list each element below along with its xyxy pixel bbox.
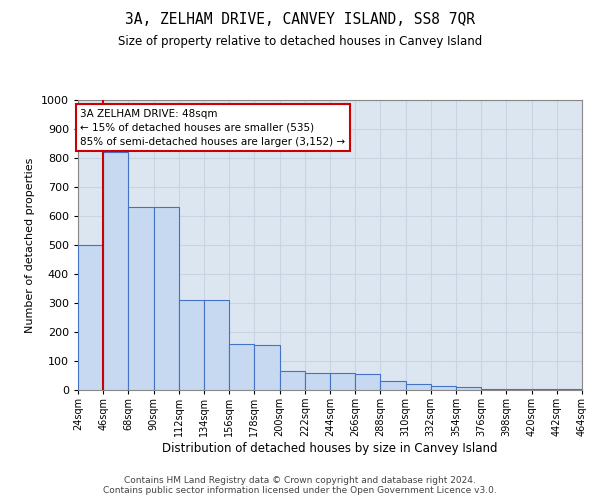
Bar — [456, 387, 481, 390]
Bar — [431, 386, 456, 390]
Bar — [481, 388, 506, 390]
Bar — [280, 371, 305, 390]
Text: 3A, ZELHAM DRIVE, CANVEY ISLAND, SS8 7QR: 3A, ZELHAM DRIVE, CANVEY ISLAND, SS8 7QR — [125, 12, 475, 28]
Text: Size of property relative to detached houses in Canvey Island: Size of property relative to detached ho… — [118, 35, 482, 48]
Bar — [128, 208, 154, 390]
Bar — [380, 382, 406, 390]
Bar — [204, 300, 229, 390]
Text: 3A ZELHAM DRIVE: 48sqm
← 15% of detached houses are smaller (535)
85% of semi-de: 3A ZELHAM DRIVE: 48sqm ← 15% of detached… — [80, 108, 346, 146]
Text: Contains HM Land Registry data © Crown copyright and database right 2024.: Contains HM Land Registry data © Crown c… — [124, 476, 476, 485]
Bar — [229, 344, 254, 390]
Bar — [406, 384, 431, 390]
Bar — [179, 300, 204, 390]
Text: Contains public sector information licensed under the Open Government Licence v3: Contains public sector information licen… — [103, 486, 497, 495]
Bar — [154, 208, 179, 390]
Bar — [254, 345, 280, 390]
Bar — [78, 245, 103, 390]
Bar — [305, 372, 330, 390]
X-axis label: Distribution of detached houses by size in Canvey Island: Distribution of detached houses by size … — [162, 442, 498, 455]
Y-axis label: Number of detached properties: Number of detached properties — [25, 158, 35, 332]
Bar — [355, 374, 380, 390]
Bar — [103, 152, 128, 390]
Bar — [330, 372, 355, 390]
Bar — [557, 388, 582, 390]
